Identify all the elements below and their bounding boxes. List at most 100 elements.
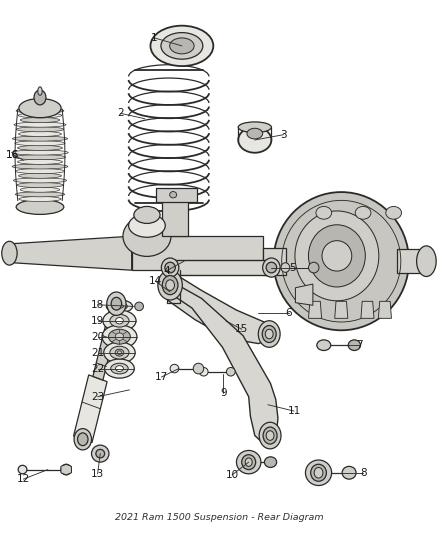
Text: 3: 3 [280,130,287,140]
Ellipse shape [16,199,64,214]
Ellipse shape [314,467,323,478]
Text: 2021 Ram 1500 Suspension - Rear Diagram: 2021 Ram 1500 Suspension - Rear Diagram [115,513,323,522]
Text: 19: 19 [91,316,104,326]
Text: 4: 4 [163,266,170,276]
Ellipse shape [115,333,124,341]
Polygon shape [335,301,348,318]
Ellipse shape [116,366,124,372]
Text: 17: 17 [155,372,168,382]
Ellipse shape [158,270,182,300]
Ellipse shape [166,280,174,290]
Ellipse shape [96,449,105,458]
Ellipse shape [355,206,371,219]
Ellipse shape [308,225,365,287]
Ellipse shape [15,168,65,174]
Ellipse shape [34,90,46,105]
Text: 22: 22 [91,364,104,374]
Ellipse shape [38,87,42,95]
Ellipse shape [258,321,280,348]
Ellipse shape [247,128,263,139]
Ellipse shape [18,173,61,178]
Ellipse shape [18,159,63,164]
Ellipse shape [12,164,68,169]
Ellipse shape [20,187,60,192]
Polygon shape [165,278,278,442]
Ellipse shape [165,262,175,273]
Ellipse shape [170,365,179,373]
Ellipse shape [19,197,61,201]
Polygon shape [378,301,392,318]
Ellipse shape [135,302,144,311]
Ellipse shape [295,211,379,301]
Ellipse shape [61,464,71,475]
Text: 21: 21 [91,348,104,358]
Ellipse shape [161,258,179,277]
Polygon shape [263,247,286,275]
Text: 15: 15 [235,324,248,334]
Ellipse shape [102,325,137,349]
Polygon shape [308,301,321,318]
Text: 2: 2 [117,108,124,118]
Text: 10: 10 [226,470,239,480]
Ellipse shape [199,368,208,376]
Ellipse shape [92,445,109,462]
Ellipse shape [311,464,326,481]
Ellipse shape [263,258,280,277]
Ellipse shape [162,276,178,295]
Ellipse shape [18,113,62,118]
Ellipse shape [104,342,135,364]
Text: 14: 14 [149,277,162,286]
Ellipse shape [14,122,66,127]
Text: 9: 9 [220,388,227,398]
Ellipse shape [16,127,64,132]
Text: 13: 13 [91,469,104,479]
Text: 12: 12 [17,474,30,484]
Ellipse shape [274,192,409,330]
Ellipse shape [111,297,122,310]
Text: 6: 6 [286,308,292,318]
Ellipse shape [105,359,134,378]
Ellipse shape [20,117,60,123]
Polygon shape [361,301,374,318]
Ellipse shape [259,422,281,449]
Polygon shape [61,464,71,475]
Ellipse shape [116,304,124,308]
Ellipse shape [305,460,332,486]
Ellipse shape [245,458,252,466]
Ellipse shape [170,191,177,198]
Ellipse shape [123,216,171,256]
Ellipse shape [14,178,67,183]
Ellipse shape [110,346,129,359]
Ellipse shape [417,246,436,277]
Text: 11: 11 [287,406,301,416]
Ellipse shape [115,349,124,356]
Ellipse shape [342,466,356,479]
Ellipse shape [308,262,319,273]
Ellipse shape [106,300,133,313]
Polygon shape [170,260,272,275]
Ellipse shape [237,450,261,474]
Ellipse shape [116,318,123,324]
Ellipse shape [265,329,273,339]
Polygon shape [74,375,107,442]
Ellipse shape [18,146,63,150]
Text: 8: 8 [360,468,367,478]
Ellipse shape [19,99,61,118]
Ellipse shape [78,433,88,446]
Ellipse shape [14,155,65,160]
Ellipse shape [316,206,332,219]
Ellipse shape [134,206,160,223]
Ellipse shape [263,427,277,444]
Ellipse shape [266,262,277,273]
Ellipse shape [117,351,122,354]
Text: 16: 16 [6,150,20,160]
Text: 5: 5 [289,263,296,272]
Polygon shape [397,249,426,273]
Ellipse shape [2,241,17,265]
Ellipse shape [18,465,27,474]
Ellipse shape [112,303,127,310]
Ellipse shape [386,206,402,219]
Ellipse shape [111,364,128,374]
Ellipse shape [348,340,360,351]
Ellipse shape [322,241,352,271]
